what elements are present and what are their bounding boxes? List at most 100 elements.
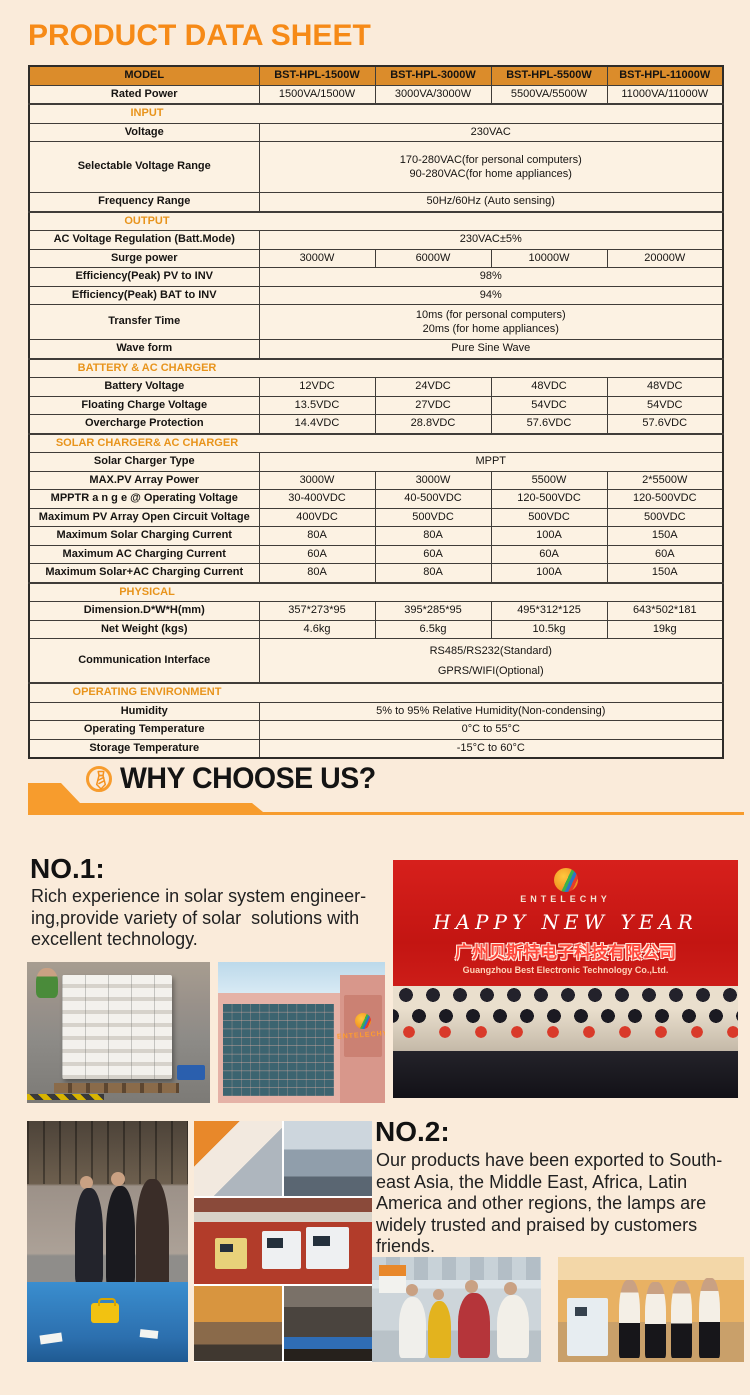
photo-expo-customers	[372, 1257, 541, 1362]
person-yellow-shirt	[427, 1301, 452, 1358]
spec-label: Frequency Range	[28, 192, 260, 212]
spec-value: 3000W	[258, 248, 376, 268]
spec-value: 57.6VDC	[606, 414, 724, 434]
collage-tile-booth	[194, 1121, 282, 1196]
spec-value: 54VDC	[490, 395, 608, 415]
banner-ribbon-shape	[28, 783, 744, 815]
team-banner-greeting: HAPPY NEW YEAR	[433, 910, 698, 934]
spec-label: Maximum AC Charging Current	[28, 544, 260, 564]
spec-value-line: 170-280VAC(for personal computers)	[399, 154, 582, 166]
spec-label: Overcharge Protection	[28, 414, 260, 434]
collage-tile-demo	[284, 1286, 372, 1362]
person-silhouette	[75, 1188, 103, 1285]
spec-value: MPPT	[258, 452, 724, 472]
staff-figure	[645, 1282, 666, 1358]
table-row-surge-power: Surge power 3000W 6000W 10000W 20000W	[28, 248, 724, 268]
spec-value-line: 20ms (for home appliances)	[422, 323, 559, 335]
inverter-machine	[567, 1297, 609, 1356]
person-white-shirt	[399, 1296, 427, 1358]
spec-value: 54VDC	[606, 395, 724, 415]
spec-value: 5500W	[490, 470, 608, 490]
person-red-shirt	[458, 1292, 491, 1358]
spec-label: Storage Temperature	[28, 738, 260, 759]
section-row-physical: PHYSICAL	[28, 581, 724, 602]
spec-value: 27VDC	[374, 395, 492, 415]
photo-tradeshow-visitors	[27, 1121, 188, 1362]
table-row-transfer-time: Transfer Time 10ms (for personal compute…	[28, 304, 724, 340]
photo-team-group: ENTELECHY HAPPY NEW YEAR 广州贝斯特电子科技有限公司 G…	[393, 860, 738, 1098]
spec-value: 0°C to 55°C	[258, 720, 724, 740]
person-head	[80, 1176, 94, 1190]
spec-value: 80A	[374, 563, 492, 583]
spec-value: -15°C to 60°C	[258, 738, 724, 759]
col-header-model-2: BST-HPL-3000W	[374, 65, 492, 86]
spec-value: 4.6kg	[258, 619, 376, 639]
why-choose-us-title: WHY CHOOSE US?	[120, 762, 376, 795]
section-cell: OUTPUT	[28, 210, 724, 231]
spec-value: 3000VA/3000W	[374, 84, 492, 105]
person-head	[110, 1171, 125, 1186]
spec-value-line: RS485/RS232(Standard)	[429, 644, 552, 657]
section-title: BATTERY & AC CHARGER	[77, 361, 217, 374]
spec-label: Maximum Solar Charging Current	[28, 526, 260, 546]
spec-value: 20000W	[606, 248, 724, 268]
no2-line: east Asia, the Middle East, Africa, Lati…	[376, 1171, 688, 1192]
table-row-net-weight: Net Weight (kgs) 4.6kg 6.5kg 10.5kg 19kg	[28, 619, 724, 639]
page-title: PRODUCT DATA SHEET	[28, 19, 371, 52]
spec-value: 60A	[374, 544, 492, 564]
no1-line: Rich experience in solar system engineer…	[31, 886, 367, 906]
table-row-op-temp: Operating Temperature 0°C to 55°C	[28, 720, 724, 740]
table-row-storage-temp: Storage Temperature -15°C to 60°C	[28, 738, 724, 759]
spec-table: MODEL BST-HPL-1500W BST-HPL-3000W BST-HP…	[28, 65, 724, 759]
spec-value: 150A	[606, 563, 724, 583]
spec-value: 100A	[490, 563, 608, 583]
why-choose-us-banner: WHY CHOOSE US?	[0, 758, 750, 820]
crowd-silhouettes	[393, 986, 738, 1098]
spec-label: Floating Charge Voltage	[28, 395, 260, 415]
staff-figure	[671, 1281, 692, 1358]
photo-collage-tradeshow	[194, 1121, 372, 1362]
entelechy-logo-icon	[553, 868, 578, 892]
table-row-communication: Communication Interface RS485/RS232(Stan…	[28, 638, 724, 684]
spec-label: Communication Interface	[28, 638, 260, 684]
table-row-max-combined-current: Maximum Solar+AC Charging Current 80A 80…	[28, 563, 724, 583]
no2-line: America and other regions, the lamps are	[376, 1193, 707, 1213]
spec-value: 14.4VDC	[258, 414, 376, 434]
inverter-machine	[306, 1227, 349, 1269]
spec-label: AC Voltage Regulation (Batt.Mode)	[28, 230, 260, 250]
table-row-rated-power: Rated Power 1500VA/1500W 3000VA/3000W 55…	[28, 84, 724, 105]
person-silhouette	[136, 1178, 169, 1295]
person-white-shirt	[497, 1294, 530, 1358]
no1-paragraph: Rich experience in solar system engineer…	[31, 886, 366, 951]
spec-value: 5500VA/5500W	[490, 84, 608, 105]
spec-value: 500VDC	[374, 507, 492, 527]
spec-value: 5% to 95% Relative Humidity(Non-condensi…	[258, 701, 724, 721]
spec-value: 495*312*125	[490, 601, 608, 621]
photo-warehouse-pallet	[27, 962, 210, 1103]
spec-label: Dimension.D*W*H(mm)	[28, 601, 260, 621]
team-banner-company-cn: 广州贝斯特电子科技有限公司	[455, 943, 676, 962]
person-head	[405, 1284, 418, 1297]
spec-value: 120-500VDC	[490, 489, 608, 509]
spec-value: 10ms (for personal computers) 20ms (for …	[258, 304, 724, 340]
table-row-voltage: Voltage 230VAC	[28, 122, 724, 142]
section-title: SOLAR CHARGER& AC CHARGER	[55, 436, 239, 449]
table-row-frequency: Frequency Range 50Hz/60Hz (Auto sensing)	[28, 192, 724, 212]
spec-label: Wave form	[28, 339, 260, 359]
spec-value: 170-280VAC(for personal computers) 90-28…	[258, 141, 724, 193]
section-title: INPUT	[130, 107, 164, 120]
spec-value-line: 10ms (for personal computers)	[415, 309, 566, 321]
spec-label: MAX.PV Array Power	[28, 470, 260, 490]
spec-label: Maximum Solar+AC Charging Current	[28, 563, 260, 583]
spec-label: Voltage	[28, 122, 260, 142]
blue-bin	[176, 1065, 205, 1081]
staff-figure	[619, 1280, 640, 1358]
section-title: OUTPUT	[124, 214, 170, 227]
spec-label: Efficiency(Peak) PV to INV	[28, 267, 260, 287]
table-row-max-ac-current: Maximum AC Charging Current 60A 60A 60A …	[28, 544, 724, 564]
spec-value: 24VDC	[374, 377, 492, 397]
section-cell: OPERATING ENVIRONMENT	[28, 682, 724, 703]
spec-value: 643*502*181	[606, 601, 724, 621]
spec-value: 80A	[258, 526, 376, 546]
